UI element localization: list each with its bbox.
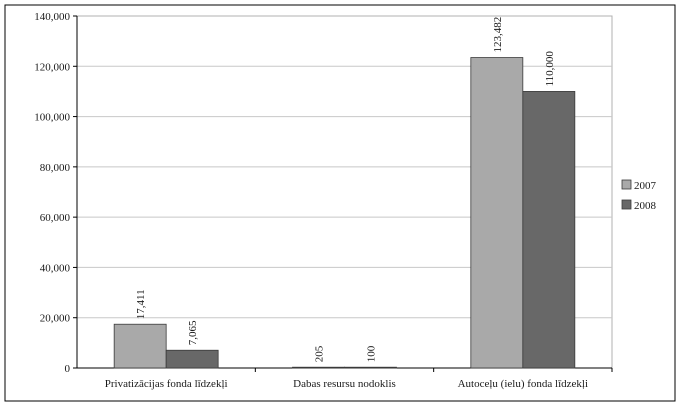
data-label: 7,065 [187, 320, 199, 345]
y-tick-label: 40,000 [40, 262, 71, 274]
legend-swatch-2008 [621, 199, 632, 210]
labels: 0 20,000 40,000 60,000 80,000 100,000 120,000 1… [34, 11, 588, 390]
data-label: 100 [366, 345, 378, 362]
category-label: Privatizācijas fonda līdzekļi [105, 378, 228, 390]
bar-2008-2 [522, 91, 576, 369]
data-label: 205 [314, 345, 326, 362]
bars [113, 57, 576, 369]
bar-2008-1 [344, 366, 397, 369]
legend-label: 2008 [634, 200, 657, 212]
y-tick-label: 0 [65, 363, 71, 375]
legend: 2007 2008 [621, 179, 657, 212]
y-tick-label: 120,000 [34, 61, 70, 73]
category-label: Dabas resursu nodoklis [293, 378, 396, 390]
legend-label: 2007 [634, 180, 657, 192]
bar-2007-2 [470, 57, 524, 369]
bar-2007-0 [113, 323, 167, 369]
legend-swatch-2007 [621, 179, 632, 190]
data-label: 123,482 [492, 17, 504, 53]
bar-2007-1 [292, 366, 345, 369]
bar-2008-0 [165, 349, 219, 369]
data-label: 17,411 [135, 289, 147, 319]
data-label: 110,000 [544, 51, 556, 87]
y-tick-label: 140,000 [34, 11, 70, 23]
y-tick-label: 100,000 [34, 112, 70, 124]
category-label: Autoceļu (ielu) fonda līdzekļi [458, 378, 588, 390]
y-tick-label: 80,000 [40, 162, 71, 174]
y-tick-label: 20,000 [40, 313, 71, 325]
y-tick-label: 60,000 [40, 212, 71, 224]
